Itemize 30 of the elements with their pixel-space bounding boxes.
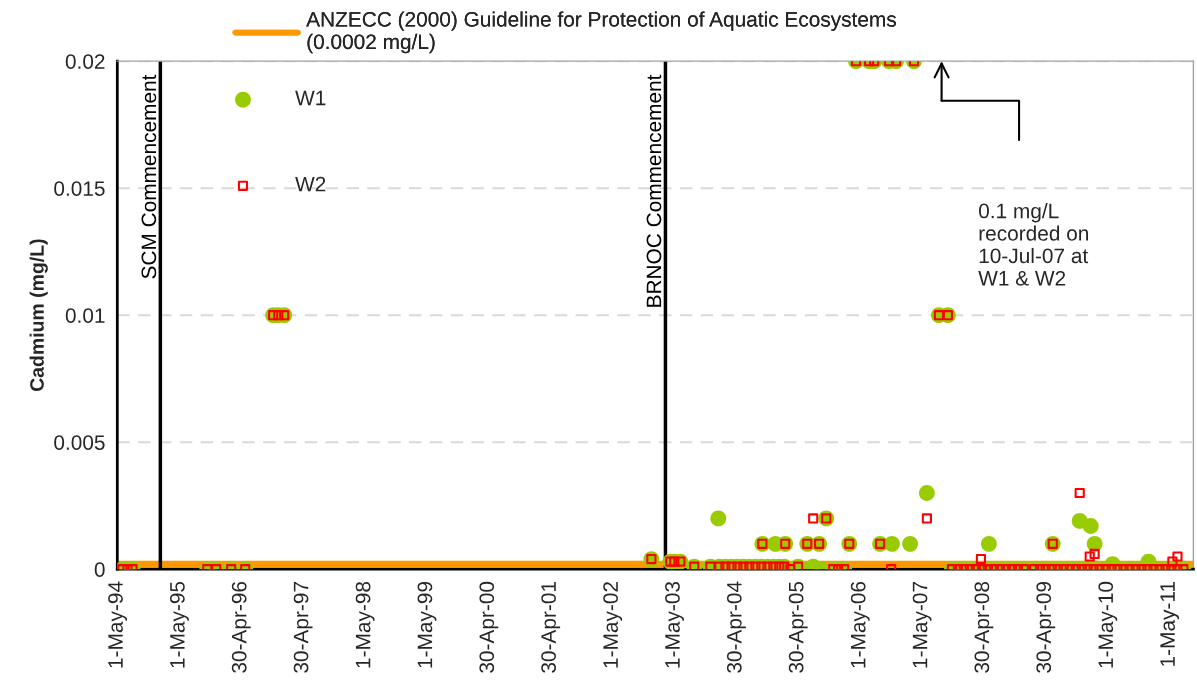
x-tick-label: 30-Apr-05 (788, 581, 808, 673)
ref-line-label: SCM Commencement (141, 74, 157, 279)
y-tick-label: 0 (94, 562, 105, 577)
x-tick-label: 30-Apr-96 (231, 581, 251, 673)
y-tick-label: 0.01 (65, 308, 105, 323)
legend-label: W2 (295, 176, 326, 192)
legend-label: W1 (295, 90, 326, 106)
x-tick-label: 1-May-07 (912, 582, 932, 668)
x-tick-label: 30-Apr-04 (726, 581, 746, 673)
x-tick-label: 1-May-06 (850, 581, 870, 668)
x-tick-label: 30-Apr-01 (541, 582, 561, 673)
x-tick-label: 1-May-94 (108, 581, 128, 668)
y-tick-label: 0.005 (54, 435, 105, 450)
legend-label: ANZECC (2000) Guideline for Protection of Aquatic Ecosystems (0.0002 mg/L) (306, 11, 896, 54)
x-tick-label: 1-May-98 (355, 581, 375, 668)
x-tick-label: 30-Apr-97 (293, 582, 313, 673)
y-axis-title: Cadmium (mg/L) (29, 239, 48, 392)
x-tick-label: 30-Apr-09 (1036, 581, 1056, 673)
x-tick-label: 30-Apr-08 (974, 581, 994, 673)
x-tick-label: 1-May-10 (1098, 581, 1118, 668)
annotation: 0.1 mg/L recorded on 10-Jul-07 at W1 & W2 (978, 203, 1089, 286)
x-tick-label: 1-May-11 (1160, 582, 1180, 666)
x-tick-label: 1-May-99 (417, 581, 437, 668)
ref-line-label: BRNOC Commencement (646, 74, 662, 307)
x-tick-label: 1-May-95 (169, 581, 189, 668)
x-tick-label: 30-Apr-00 (479, 581, 499, 673)
y-tick-label: 0.015 (54, 181, 105, 196)
x-tick-label: 1-May-03 (665, 581, 684, 668)
x-tick-label: 1-May-02 (603, 582, 623, 668)
y-tick-label: 0.02 (65, 54, 105, 69)
